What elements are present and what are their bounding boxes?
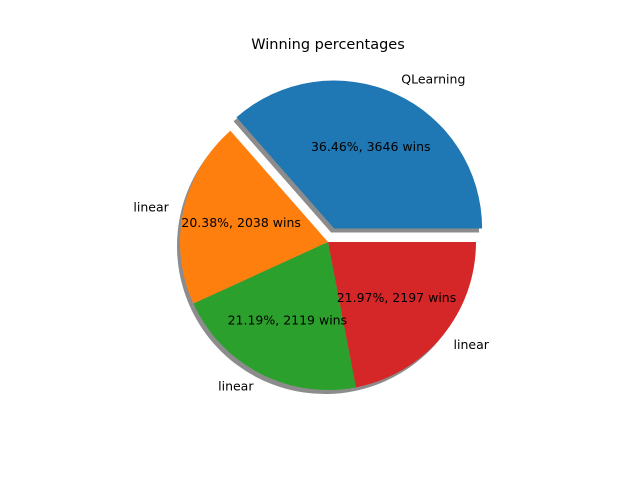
pie-slice-1 [180, 130, 328, 304]
slice-label-1: linear [133, 199, 169, 214]
slice-label-2: linear [218, 378, 254, 393]
chart-title: Winning percentages [251, 37, 405, 53]
slice-value-label-2: 21.19%, 2119 wins [228, 312, 348, 327]
slice-label-0: QLearning [401, 72, 465, 87]
slice-value-label-0: 36.46%, 3646 wins [311, 139, 431, 154]
pie-labels: QLearning 36.46%, 3646 wins linear 20.38%, … [133, 72, 489, 394]
slice-value-label-1: 20.38%, 2038 wins [181, 215, 301, 230]
pie-slice-2 [193, 242, 357, 390]
pie-slice-0 [236, 80, 483, 229]
slice-label-3: linear [454, 337, 490, 352]
slice-value-label-3: 21.97%, 2197 wins [337, 290, 457, 305]
pie-wedges [180, 80, 483, 390]
pie-slice-3 [328, 242, 476, 388]
